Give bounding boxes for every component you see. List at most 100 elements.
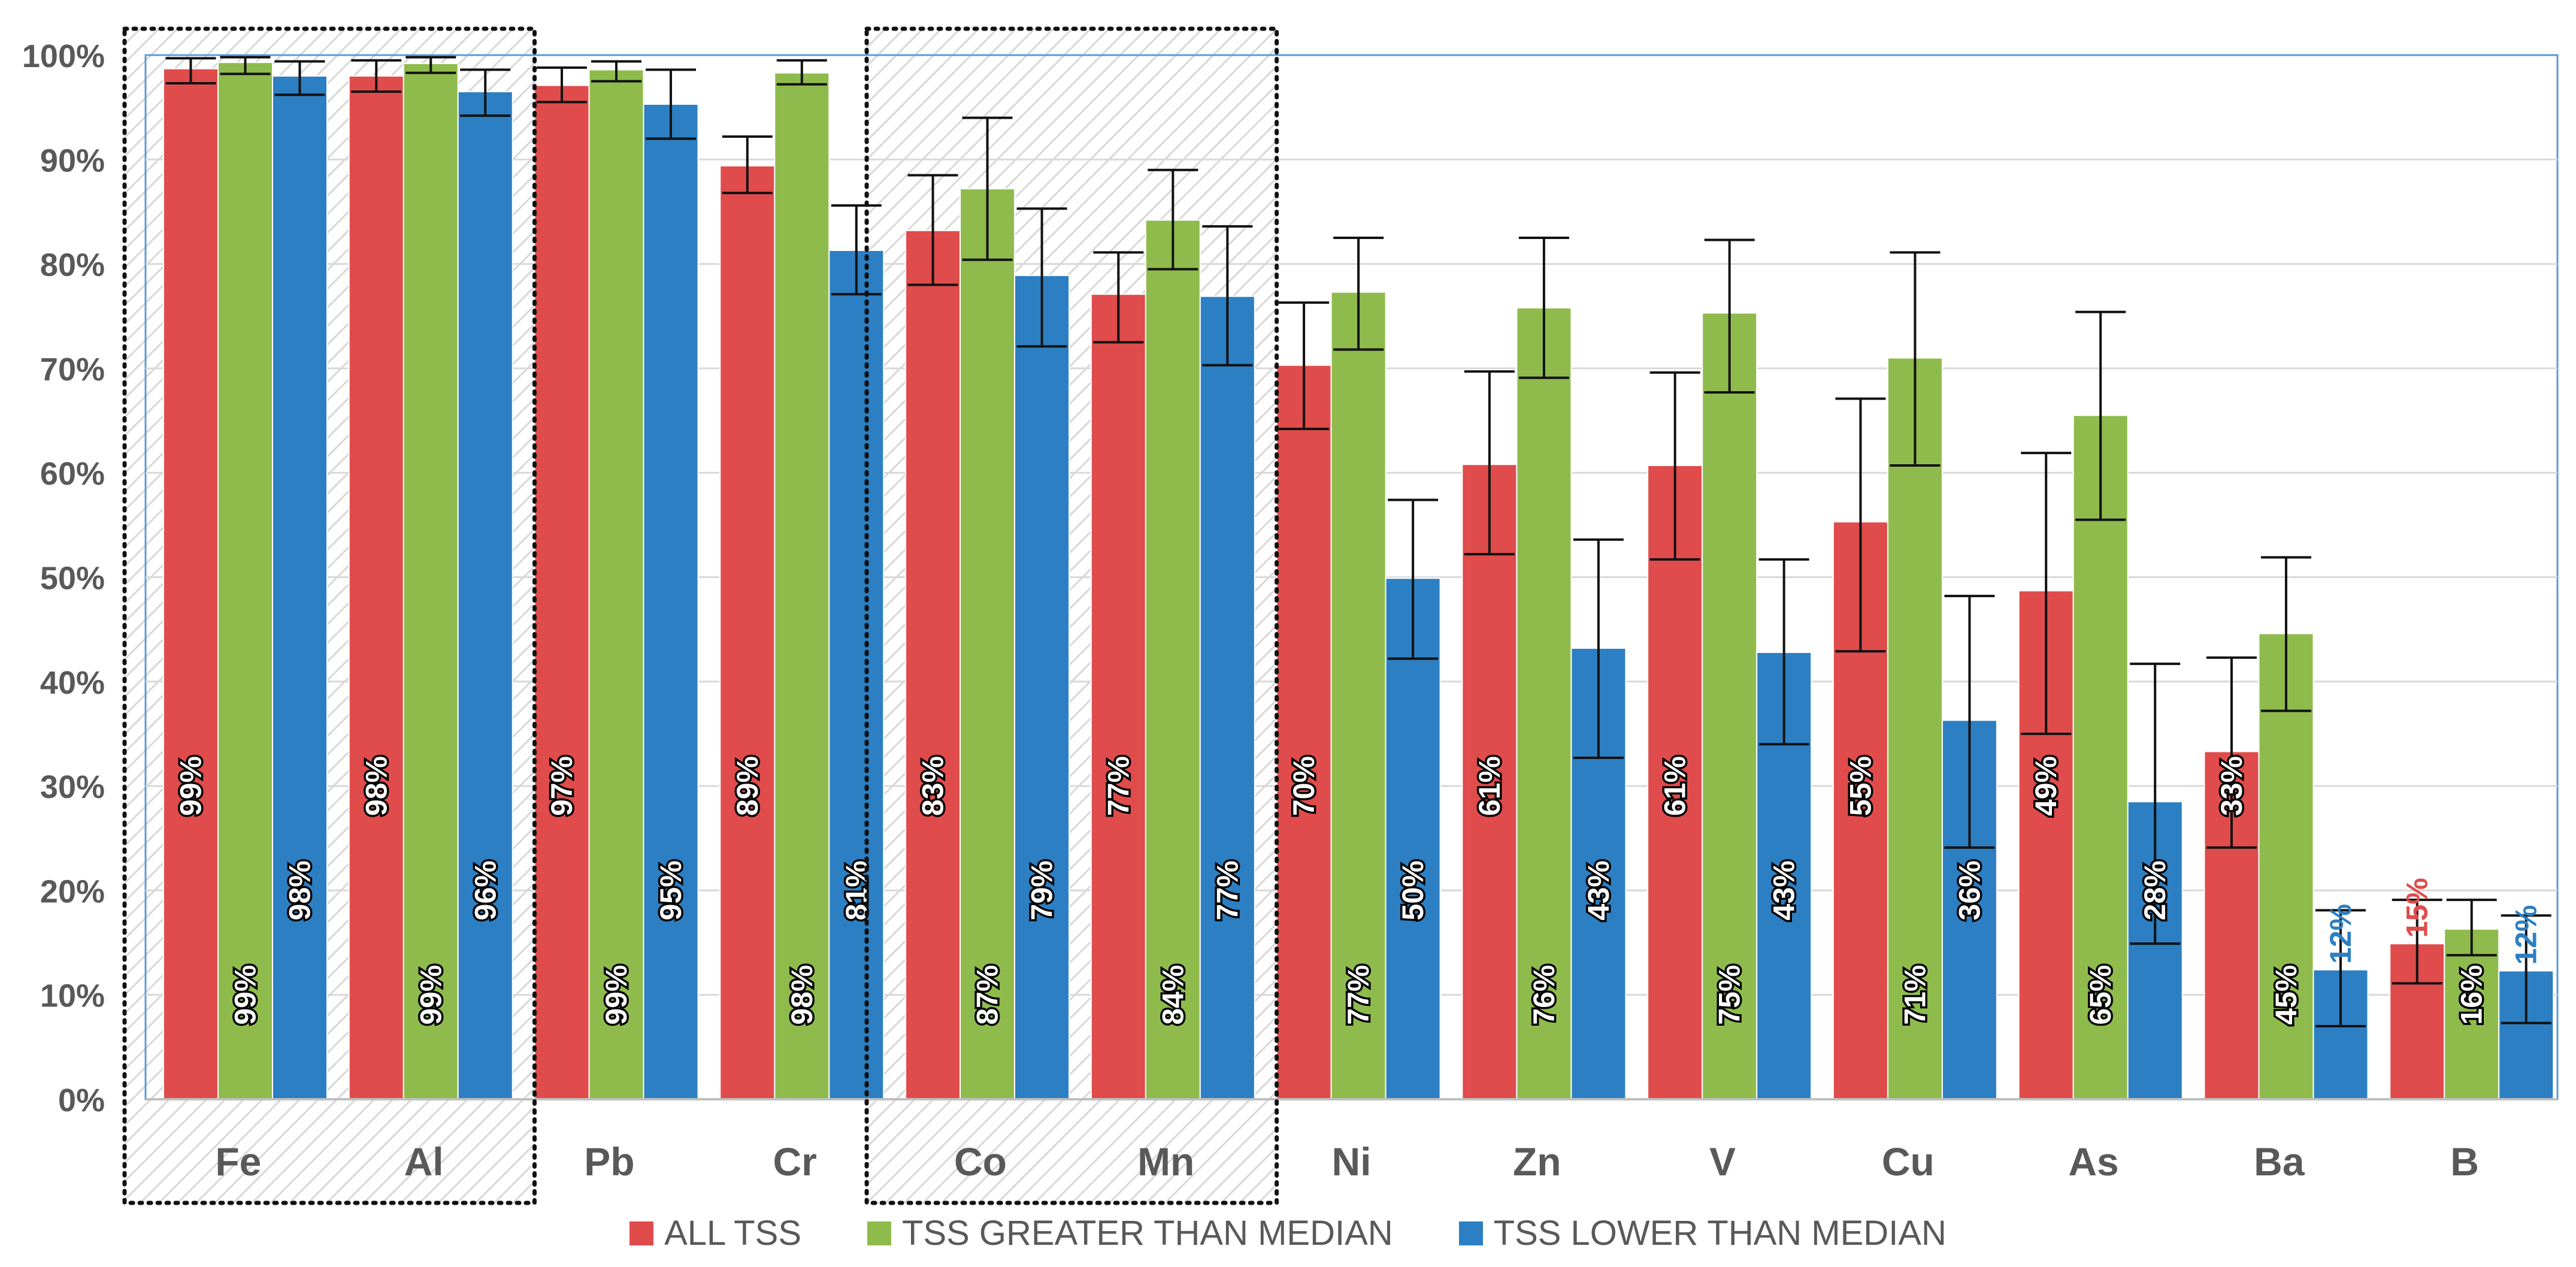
y-tick-label: 100% [22, 38, 105, 74]
bar [457, 91, 513, 1100]
bar [719, 165, 776, 1100]
legend-swatch-green [867, 1221, 892, 1245]
x-category-label: Zn [1513, 1139, 1561, 1184]
bar [1090, 294, 1146, 1100]
bar [959, 188, 1016, 1100]
bar [774, 72, 830, 1100]
data-label: 99% [174, 756, 208, 816]
data-label: 12% [2324, 904, 2357, 964]
data-label: 33% [2215, 756, 2248, 816]
y-tick-label: 80% [40, 247, 105, 283]
data-label: 50% [1396, 860, 1430, 920]
highlight-boxes [122, 26, 1279, 1205]
data-label: 95% [654, 860, 688, 920]
data-label: 77% [1342, 965, 1375, 1025]
data-label: 36% [1953, 860, 1986, 920]
bar [272, 75, 328, 1100]
bar [1276, 364, 1332, 1100]
x-category-label: Co [954, 1139, 1007, 1184]
y-tick-label: 90% [40, 143, 105, 179]
legend-item-all-tss: ALL TSS [629, 1213, 801, 1253]
x-category-label: Al [404, 1139, 444, 1184]
data-label: 61% [1473, 756, 1506, 816]
data-label: 43% [1767, 860, 1801, 920]
data-label: 70% [1287, 756, 1321, 816]
bar [588, 69, 644, 1100]
data-label: 43% [1582, 860, 1615, 920]
data-label: 76% [1527, 965, 1561, 1025]
data-labels: 99% 99% 98% 98% 99% 96% 97% 99% 95% 89% 98% 81% 83% 8… [172, 754, 2543, 1027]
data-label: 15% [2401, 878, 2434, 938]
data-label: 83% [916, 756, 950, 816]
bar [828, 249, 885, 1100]
x-category-label: As [2068, 1139, 2118, 1184]
data-label: 79% [1025, 860, 1059, 920]
y-tick-label: 50% [40, 561, 105, 597]
bar [2072, 415, 2129, 1100]
x-category-label: Fe [215, 1139, 261, 1184]
x-category-label: B [2450, 1139, 2479, 1184]
x-category-label: Cu [1882, 1139, 1935, 1184]
axes: 0% 10% 20% 30% 40% 50% 60% 70% 80% 90% 100% Fe Al Pb C… [22, 38, 2557, 1184]
data-label: 99% [229, 965, 262, 1025]
error-bars [165, 56, 2551, 1027]
y-tick-label: 40% [40, 665, 105, 701]
legend-label: TSS LOWER THAN MEDIAN [1493, 1214, 1947, 1253]
data-label: 84% [1156, 965, 1189, 1025]
x-category-label: Ni [1332, 1139, 1372, 1184]
data-label: 16% [2455, 965, 2489, 1025]
bar [1647, 464, 1703, 1100]
data-label: 98% [359, 756, 393, 816]
y-tick-label: 60% [40, 456, 105, 492]
legend-label: ALL TSS [664, 1214, 802, 1253]
data-label: 49% [2029, 756, 2063, 816]
legend-item-tss-greater: TSS GREATER THAN MEDIAN [867, 1213, 1393, 1253]
legend-swatch-red [629, 1221, 654, 1245]
bar [1145, 219, 1201, 1100]
bar [217, 62, 273, 1100]
highlight-box [122, 26, 537, 1205]
data-label: 55% [1844, 756, 1877, 816]
y-tick-label: 30% [40, 769, 105, 805]
data-label: 99% [600, 965, 633, 1025]
bar [1461, 464, 1518, 1100]
bar [1887, 357, 1943, 1100]
data-label: 89% [731, 756, 764, 816]
y-tick-label: 70% [40, 352, 105, 388]
bar [348, 75, 404, 1100]
data-label: 96% [468, 860, 502, 920]
bar [163, 68, 219, 1100]
x-category-label: Ba [2254, 1139, 2305, 1184]
data-label: 98% [785, 965, 819, 1025]
bar [2018, 590, 2074, 1100]
bar [402, 62, 459, 1100]
bar [1385, 577, 1441, 1100]
x-category-label: Cr [773, 1139, 817, 1184]
data-label: 81% [840, 860, 873, 920]
data-label: 45% [2269, 965, 2303, 1025]
legend: ALL TSS TSS GREATER THAN MEDIAN TSS LOWE… [0, 1213, 2576, 1253]
x-category-label: V [1709, 1139, 1736, 1184]
bar [905, 229, 961, 1100]
data-label: 98% [283, 860, 317, 920]
y-tick-label: 10% [40, 978, 105, 1014]
legend-swatch-blue [1458, 1221, 1483, 1245]
y-tick-label: 20% [40, 873, 105, 909]
bar [534, 84, 590, 1100]
y-tick-label: 0% [58, 1082, 105, 1118]
data-label: 97% [545, 756, 579, 816]
bar [1199, 295, 1255, 1100]
highlight-box [864, 26, 1279, 1205]
x-category-label: Mn [1137, 1139, 1194, 1184]
data-label: 71% [1898, 965, 1932, 1025]
data-label: 12% [2510, 905, 2543, 965]
bar [1516, 307, 1572, 1100]
data-label: 75% [1713, 965, 1746, 1025]
data-label: 77% [1101, 756, 1135, 816]
data-label: 28% [2138, 860, 2172, 920]
data-label: 87% [971, 965, 1004, 1025]
data-label: 99% [414, 965, 447, 1025]
x-category-label: Pb [584, 1139, 634, 1184]
bar [1014, 274, 1070, 1100]
